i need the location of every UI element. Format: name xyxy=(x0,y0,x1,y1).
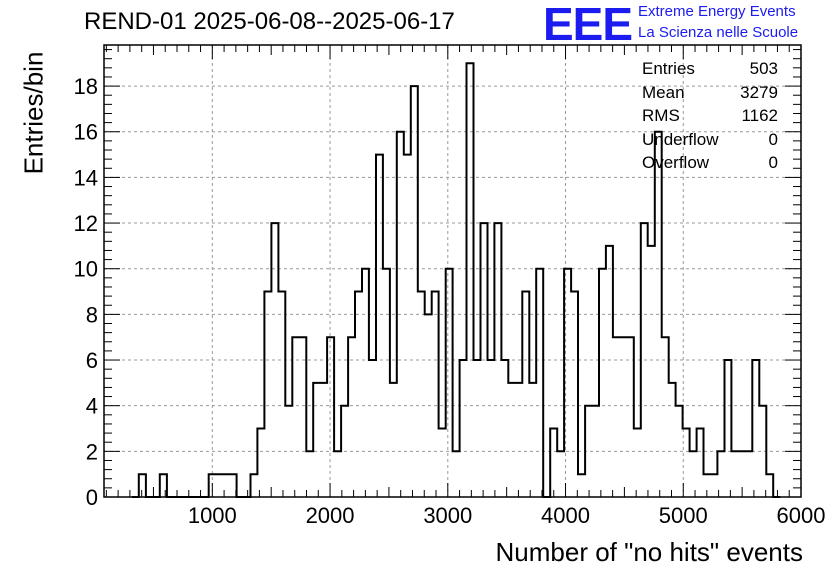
stat-rms: RMS 1162 xyxy=(642,104,778,128)
stat-overflow: Overflow 0 xyxy=(642,151,778,175)
y-tick-label: 8 xyxy=(86,302,98,327)
y-tick-label: 12 xyxy=(74,211,98,236)
stat-underflow-value: 0 xyxy=(768,129,778,149)
plot-frame xyxy=(103,44,802,498)
y-tick-label: 18 xyxy=(74,74,98,99)
x-tick-label: 3000 xyxy=(423,503,472,528)
y-tick-label: 2 xyxy=(86,439,98,464)
stat-underflow: Underflow 0 xyxy=(642,128,778,152)
x-tick-label: 1000 xyxy=(188,503,237,528)
x-tick-label: 4000 xyxy=(541,503,590,528)
stat-entries: Entries 503 xyxy=(642,57,778,81)
y-tick-label: 4 xyxy=(86,394,98,419)
x-tick-label: 6000 xyxy=(777,503,826,528)
histogram-series xyxy=(131,62,781,498)
eee-logo: EEE xyxy=(543,0,633,50)
y-tick-label: 10 xyxy=(74,257,98,282)
stat-rms-value: 1162 xyxy=(741,106,778,125)
y-tick-label: 14 xyxy=(74,165,98,190)
logo-caption-line2: La Scienza nelle Scuole xyxy=(638,24,799,41)
chart-title: REND-01 2025-06-08--2025-06-17 xyxy=(84,8,455,35)
tick-labels: 1000 2000 3000 4000 5000 6000 0 2 4 6 8 10 12 14 16 18 xyxy=(74,74,826,528)
y-tick-label: 0 xyxy=(86,485,98,510)
y-tick-label: 16 xyxy=(74,120,98,145)
x-tick-label: 2000 xyxy=(306,503,355,528)
stat-overflow-value: 0 xyxy=(768,153,778,172)
axis-ticks xyxy=(104,45,802,498)
y-tick-label: 6 xyxy=(86,348,98,373)
x-axis-label: Number of "no hits" events xyxy=(495,537,804,567)
stat-mean: Mean 3279 xyxy=(642,81,778,105)
x-tick-label: 5000 xyxy=(659,503,708,528)
logo-caption-line1: Extreme Energy Events xyxy=(638,3,796,20)
stat-mean-value: 3279 xyxy=(740,82,778,102)
y-axis-label: Entries/bin xyxy=(18,51,49,175)
stat-entries-value: 503 xyxy=(749,59,778,78)
stats-box: Entries 503 Mean 3279 RMS 1162 Underflow 0 O… xyxy=(642,57,778,175)
